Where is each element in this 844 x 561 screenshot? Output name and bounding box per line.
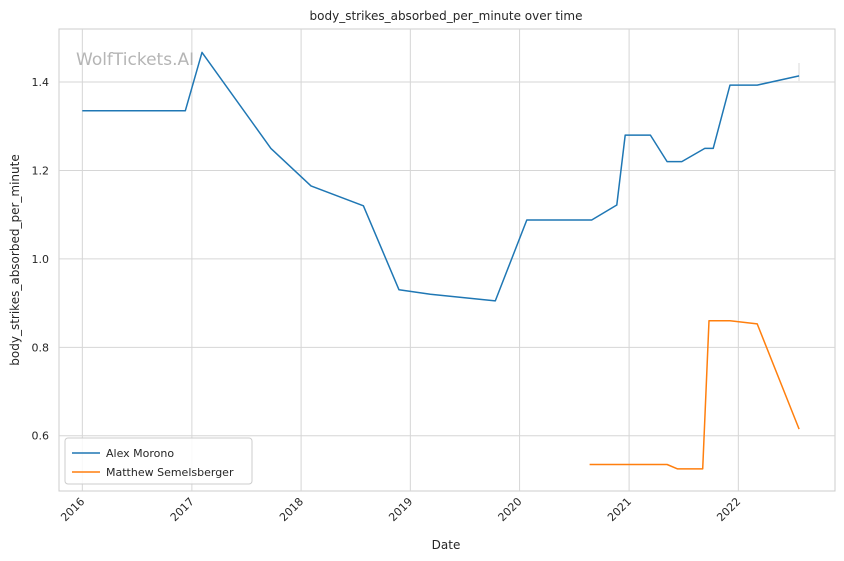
plot-background <box>58 28 836 492</box>
series-lines <box>82 51 800 470</box>
x-tick-label: 2020 <box>496 495 525 524</box>
y-tick-label: 1.0 <box>32 253 50 266</box>
y-tick-labels: 0.6 0.8 1.0 1.2 1.4 <box>32 76 50 443</box>
legend: Alex Morono Matthew Semelsberger <box>64 437 253 485</box>
x-axis-label: Date <box>432 538 461 552</box>
x-tick-labels: 2016 2017 2018 2019 2020 2021 2022 <box>58 495 743 524</box>
chart-title: body_strikes_absorbed_per_minute over ti… <box>310 9 583 23</box>
x-tick-label: 2018 <box>277 495 306 524</box>
y-tick-label: 0.8 <box>32 341 50 354</box>
legend-label-alex-morono: Alex Morono <box>106 447 174 460</box>
x-tick-label: 2021 <box>605 495 634 524</box>
legend-box <box>64 437 253 485</box>
x-tick-label: 2022 <box>714 495 743 524</box>
x-gridlines <box>81 29 739 491</box>
series-line-matthew-semelsberger <box>589 320 800 470</box>
y-tick-label: 0.6 <box>32 430 50 443</box>
y-tick-label: 1.2 <box>32 164 50 177</box>
plot-area: WolfTickets.AI <box>58 28 836 492</box>
watermark-text: WolfTickets.AI <box>76 50 194 70</box>
legend-label-matthew-semelsberger: Matthew Semelsberger <box>106 466 234 479</box>
x-tick-label: 2019 <box>386 495 415 524</box>
series-line-alex-morono <box>82 51 800 302</box>
x-tick-label: 2017 <box>168 495 197 524</box>
y-tick-label: 1.4 <box>32 76 50 89</box>
y-axis-label: body_strikes_absorbed_per_minute <box>8 154 22 365</box>
y-gridlines <box>59 81 835 437</box>
x-tick-label: 2016 <box>58 495 87 524</box>
